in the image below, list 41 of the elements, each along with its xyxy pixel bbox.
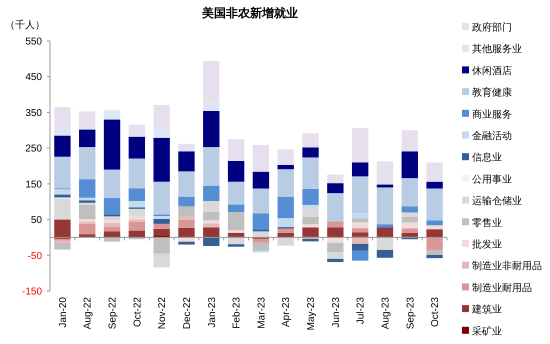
y-axis-title: （千人） (5, 19, 45, 31)
x-tick-label: Apr-23 (281, 296, 292, 328)
legend-label: 公用事业 (472, 173, 512, 186)
x-tick-label: Jan-23 (206, 296, 218, 328)
y-tick-label: 150 (25, 179, 42, 190)
x-tick-label: Feb-23 (232, 296, 243, 329)
x-tick-label: Aug-22 (82, 296, 94, 330)
x-tick-label: Sep-22 (108, 296, 119, 330)
legend-label: 批发业 (472, 238, 502, 250)
y-tick-label: 50 (30, 215, 42, 226)
y-tick-label: 450 (25, 72, 42, 84)
x-tick-label: Jan-20 (58, 296, 69, 328)
x-tick-label: Jul-23 (356, 296, 367, 324)
y-tick-label: 250 (25, 144, 42, 155)
legend-label: 制造业耐用品 (472, 282, 532, 294)
legend-label: 信息业 (472, 152, 502, 164)
x-tick-label: Aug-23 (380, 296, 392, 330)
x-tick-label: Dec-22 (182, 296, 193, 330)
x-tick-label: Sep-23 (405, 296, 416, 330)
y-tick-label: 350 (25, 108, 42, 119)
legend-label: 制造业非耐用品 (472, 260, 542, 272)
x-tick-label: Nov-22 (157, 296, 168, 330)
legend-label: 运输仓储业 (472, 195, 522, 208)
legend-label: 建筑业 (471, 304, 502, 316)
x-tick-label: Jun-23 (330, 296, 342, 328)
legend-label: 政府部门 (472, 22, 512, 34)
legend-label: 教育健康 (472, 86, 512, 99)
chart-title: 美国非农新增就业 (201, 6, 298, 20)
x-tick-label: Oct-22 (132, 296, 144, 328)
x-tick-label: Oct-23 (430, 296, 442, 328)
y-tick-label: -50 (28, 250, 42, 262)
legend-label: 零售业 (472, 216, 502, 229)
x-tick-label: Mar-23 (256, 296, 268, 329)
legend-label: 其他服务业 (472, 43, 522, 56)
y-tick-label: 550 (25, 36, 42, 48)
x-tick-label: May-23 (306, 296, 318, 330)
legend-label: 商业服务 (472, 108, 512, 120)
legend-label: 采矿业 (472, 325, 502, 338)
legend-label: 金融活动 (472, 130, 512, 142)
y-tick-label: -150 (22, 286, 42, 298)
legend-label: 休闲酒店 (472, 64, 512, 77)
